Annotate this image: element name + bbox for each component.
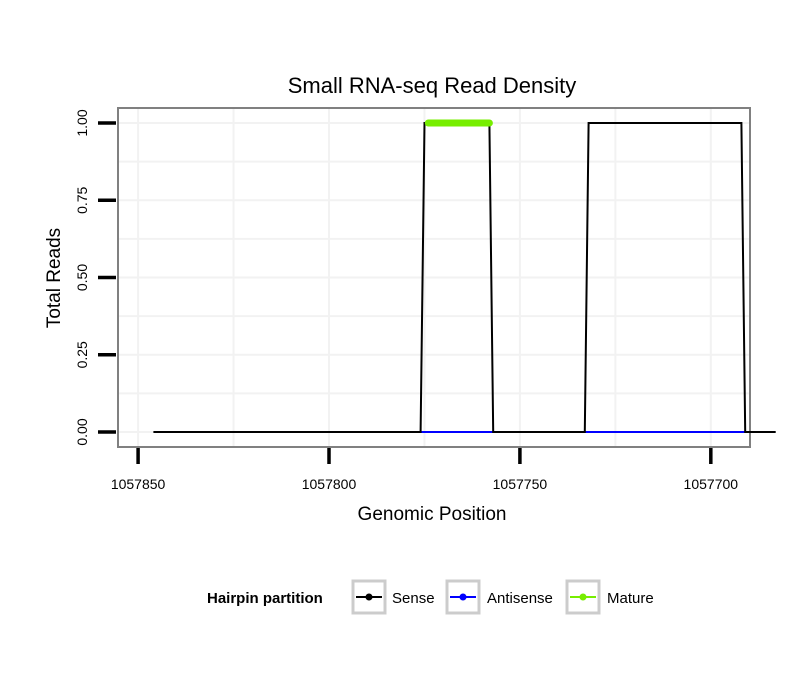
x-axis: 1057850 1057800 1057750 1057700: [111, 448, 738, 492]
x-tick-label: 1057750: [493, 476, 548, 492]
series-line-sense: [153, 122, 776, 433]
y-tick-label: 0.25: [74, 341, 90, 368]
gridlines: [119, 109, 749, 446]
legend-label-mature: Mature: [607, 590, 654, 607]
plot-panel: [117, 107, 751, 448]
x-tick-label: 1057800: [302, 476, 357, 492]
series-layer: [153, 119, 776, 433]
chart-title: Small RNA-seq Read Density: [288, 73, 577, 98]
legend-key-point: [459, 593, 467, 601]
legend-title: Hairpin partition: [207, 590, 323, 607]
legend-key-box: [565, 579, 601, 615]
legend-label-antisense: Antisense: [487, 590, 553, 607]
x-axis-title: Genomic Position: [358, 504, 507, 525]
y-tick-label: 1.00: [74, 109, 90, 136]
y-axis-title: Total Reads: [44, 228, 65, 328]
y-tick-label: 0.50: [74, 264, 90, 291]
legend: Hairpin partition Sense Antisense Mature: [207, 579, 654, 615]
legend-key-point: [579, 593, 587, 601]
x-tick-label: 1057850: [111, 476, 166, 492]
x-tick-label: 1057700: [684, 476, 739, 492]
legend-label-sense: Sense: [392, 590, 435, 607]
legend-key-point: [365, 593, 373, 601]
y-tick-label: 0.00: [74, 418, 90, 445]
y-tick-label: 0.75: [74, 186, 90, 213]
y-axis: 0.00 0.25 0.50 0.75 1.00: [74, 109, 116, 446]
